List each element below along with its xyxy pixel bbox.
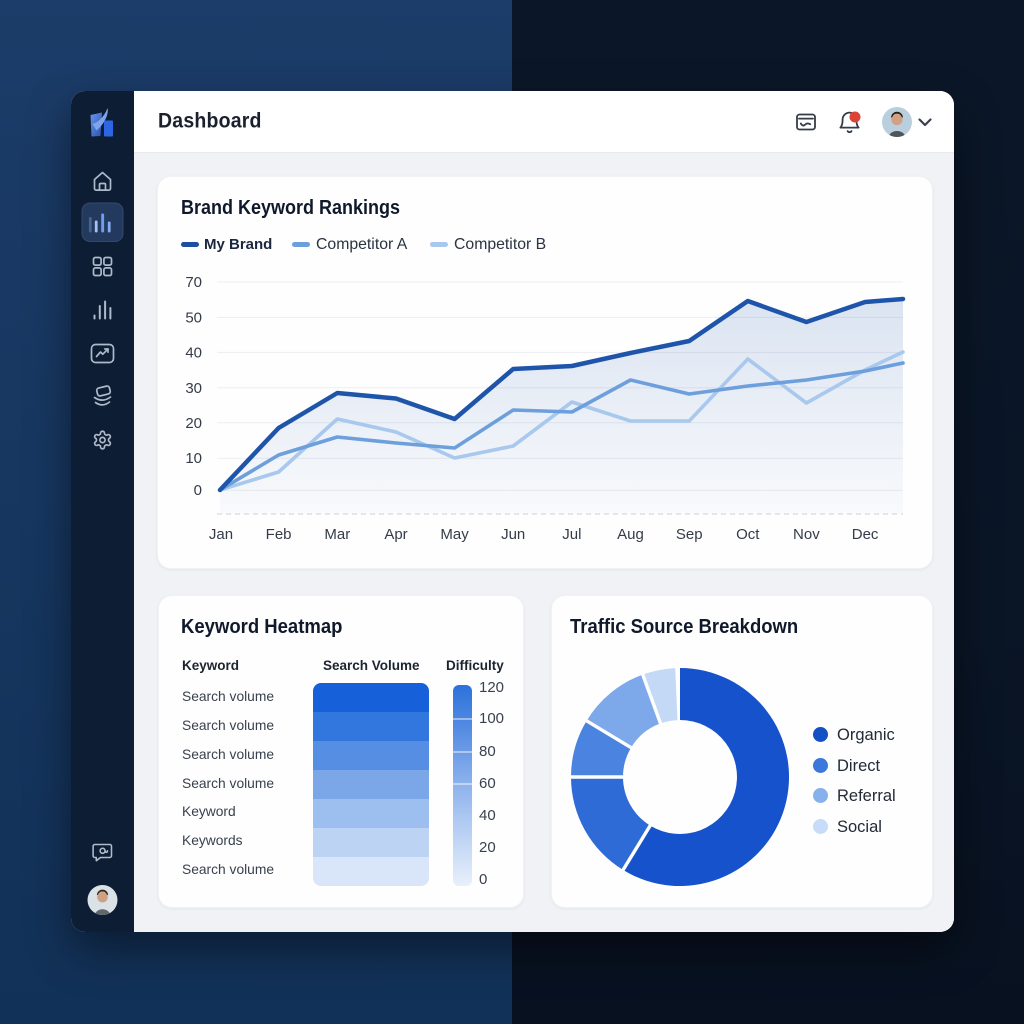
svg-text:Sep: Sep: [676, 526, 703, 543]
svg-text:Jan: Jan: [209, 526, 233, 543]
svg-text:Mar: Mar: [324, 526, 350, 543]
svg-text:May: May: [440, 526, 469, 543]
svg-text:70: 70: [185, 274, 202, 291]
svg-text:30: 30: [185, 380, 202, 397]
svg-text:Apr: Apr: [384, 526, 407, 543]
svg-text:Jul: Jul: [562, 526, 581, 543]
svg-text:10: 10: [185, 450, 202, 467]
svg-text:0: 0: [194, 482, 202, 499]
svg-text:Nov: Nov: [793, 526, 820, 543]
svg-text:Jun: Jun: [501, 526, 525, 543]
svg-text:Aug: Aug: [617, 526, 644, 543]
svg-text:Dec: Dec: [852, 526, 879, 543]
svg-text:Oct: Oct: [736, 526, 760, 543]
svg-text:40: 40: [185, 344, 202, 361]
svg-text:50: 50: [185, 309, 202, 326]
svg-text:20: 20: [185, 415, 202, 432]
svg-text:Feb: Feb: [266, 526, 292, 543]
